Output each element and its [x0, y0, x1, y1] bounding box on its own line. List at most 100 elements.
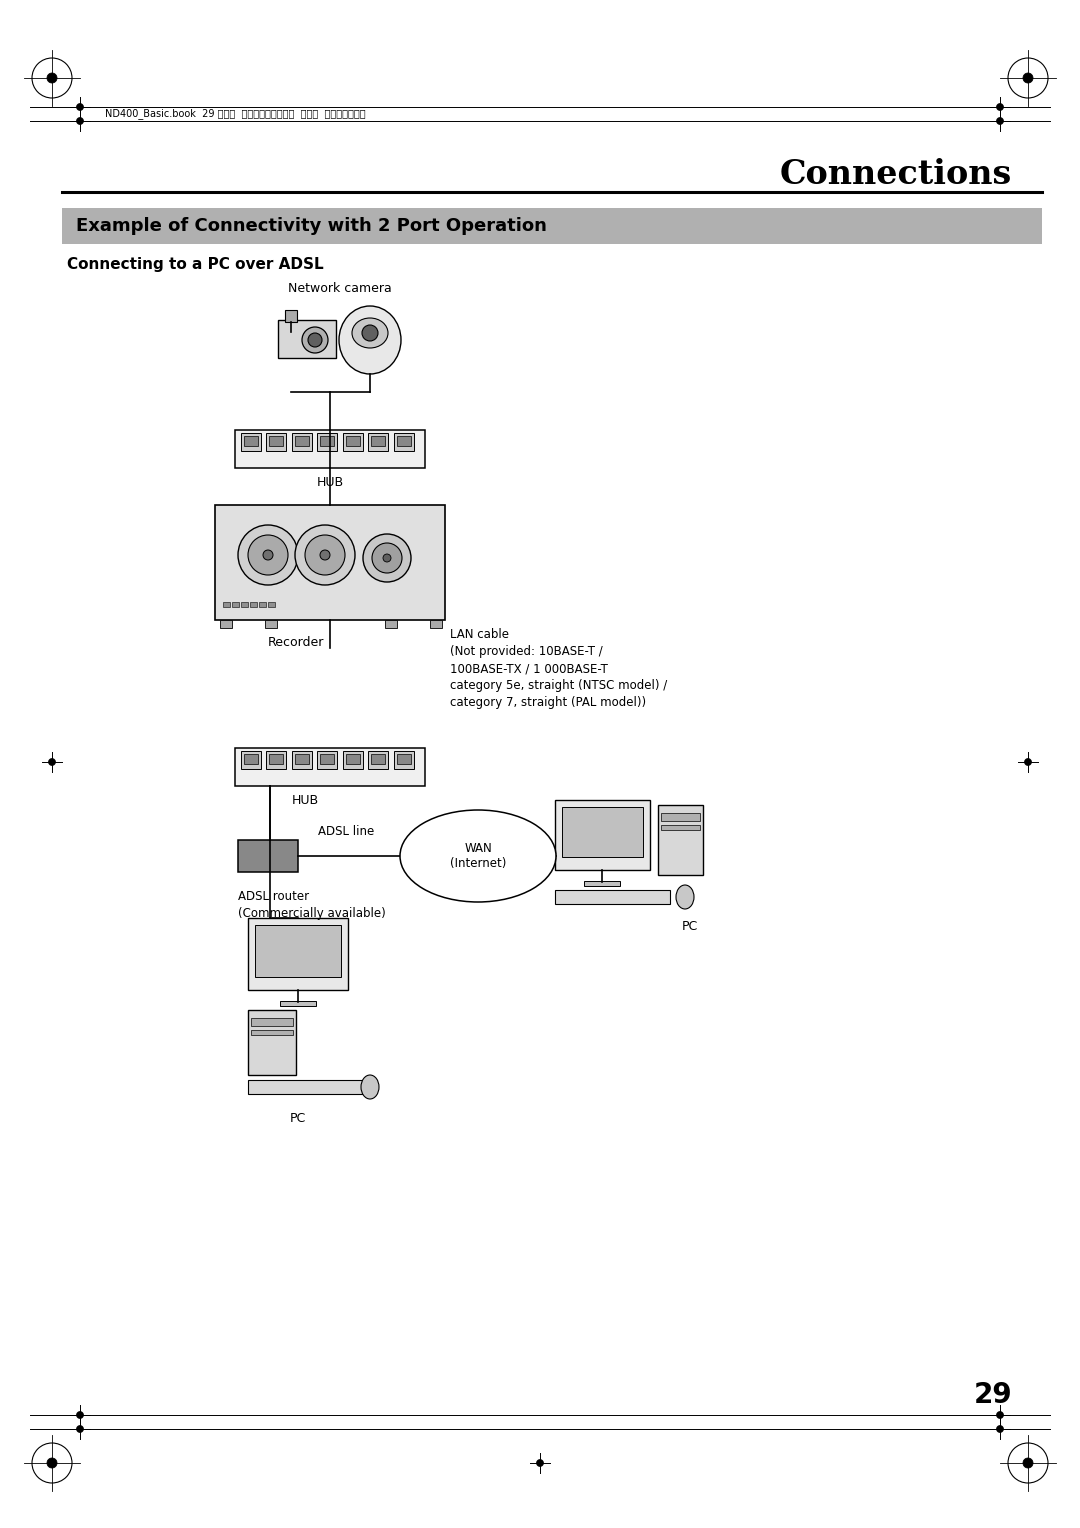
Text: PC: PC [681, 920, 698, 934]
Circle shape [305, 535, 345, 575]
Bar [249, 602, 257, 607]
Circle shape [302, 327, 328, 353]
Text: PC: PC [289, 1112, 306, 1125]
Bar [292, 750, 312, 769]
Bar [661, 825, 700, 830]
Circle shape [1023, 1458, 1032, 1468]
Bar [251, 1030, 293, 1034]
Text: 29: 29 [973, 1381, 1012, 1409]
Bar [278, 319, 336, 358]
Bar [393, 432, 414, 451]
Circle shape [362, 325, 378, 341]
Circle shape [48, 1458, 57, 1468]
Bar [220, 620, 232, 628]
Bar [267, 432, 286, 451]
Circle shape [320, 550, 330, 559]
Circle shape [363, 533, 411, 582]
Circle shape [1025, 758, 1031, 766]
Circle shape [77, 1412, 83, 1418]
Circle shape [997, 104, 1003, 110]
Bar [342, 750, 363, 769]
Text: ADSL line: ADSL line [318, 825, 375, 837]
Bar [241, 602, 248, 607]
Text: HUB: HUB [316, 475, 343, 489]
Circle shape [248, 535, 288, 575]
Circle shape [1023, 73, 1032, 83]
Circle shape [77, 1426, 83, 1433]
Circle shape [264, 550, 273, 559]
Circle shape [295, 526, 355, 585]
Circle shape [308, 333, 322, 347]
Bar [235, 749, 426, 785]
Bar [321, 753, 335, 764]
Circle shape [537, 1459, 543, 1467]
Bar [244, 435, 258, 446]
Text: Example of Connectivity with 2 Port Operation: Example of Connectivity with 2 Port Oper… [76, 217, 546, 235]
Bar [241, 750, 261, 769]
Bar [248, 918, 348, 990]
Circle shape [49, 758, 55, 766]
Bar [268, 602, 275, 607]
Text: ADSL router
(Commercially available): ADSL router (Commercially available) [238, 889, 386, 920]
Circle shape [383, 555, 391, 562]
Bar [269, 753, 283, 764]
Bar [321, 435, 335, 446]
Bar [396, 435, 410, 446]
Bar [393, 750, 414, 769]
Circle shape [77, 118, 83, 124]
Bar [430, 620, 442, 628]
Bar [555, 889, 670, 905]
Bar [248, 1080, 363, 1094]
Bar [265, 620, 276, 628]
Bar [318, 432, 337, 451]
Text: LAN cable
(Not provided: 10BASE-T /
100BASE-TX / 1 000BASE-T
category 5e, straig: LAN cable (Not provided: 10BASE-T / 100B… [450, 628, 667, 709]
Text: HUB: HUB [292, 793, 319, 807]
Bar [238, 840, 298, 872]
Bar [384, 620, 397, 628]
Bar [267, 750, 286, 769]
Bar [295, 435, 309, 446]
Bar [292, 432, 312, 451]
Bar [584, 882, 620, 886]
Bar [342, 432, 363, 451]
Text: Network camera: Network camera [288, 283, 392, 295]
Ellipse shape [339, 306, 401, 374]
Text: Recorder: Recorder [268, 636, 324, 648]
Ellipse shape [676, 885, 694, 909]
Bar [396, 753, 410, 764]
Text: ND400_Basic.book  29 ページ  ２００８年４月８日  火曜日  午後３時５９分: ND400_Basic.book 29 ページ ２００８年４月８日 火曜日 午後… [105, 108, 366, 119]
Bar [251, 1018, 293, 1025]
Bar [346, 753, 360, 764]
Bar [368, 432, 388, 451]
Circle shape [997, 1412, 1003, 1418]
Bar [658, 805, 703, 876]
Bar [244, 753, 258, 764]
Bar [372, 753, 386, 764]
Circle shape [372, 542, 402, 573]
Circle shape [77, 104, 83, 110]
Bar [318, 750, 337, 769]
Bar [562, 807, 643, 857]
Bar [235, 429, 426, 468]
Bar [661, 813, 700, 821]
Bar [280, 1001, 316, 1005]
Text: Connections: Connections [780, 159, 1012, 191]
Bar [232, 602, 239, 607]
Text: Connecting to a PC over ADSL: Connecting to a PC over ADSL [67, 258, 324, 272]
Bar [255, 924, 341, 976]
Circle shape [997, 1426, 1003, 1433]
Bar [215, 504, 445, 620]
Ellipse shape [400, 810, 556, 902]
Circle shape [48, 73, 57, 83]
Circle shape [997, 118, 1003, 124]
Bar [285, 310, 297, 322]
Bar [346, 435, 360, 446]
Text: WAN
(Internet): WAN (Internet) [449, 842, 507, 869]
Bar [248, 1010, 296, 1076]
Bar [555, 801, 650, 869]
Bar [368, 750, 388, 769]
Bar [241, 432, 261, 451]
Bar [269, 435, 283, 446]
Ellipse shape [361, 1076, 379, 1099]
Circle shape [238, 526, 298, 585]
